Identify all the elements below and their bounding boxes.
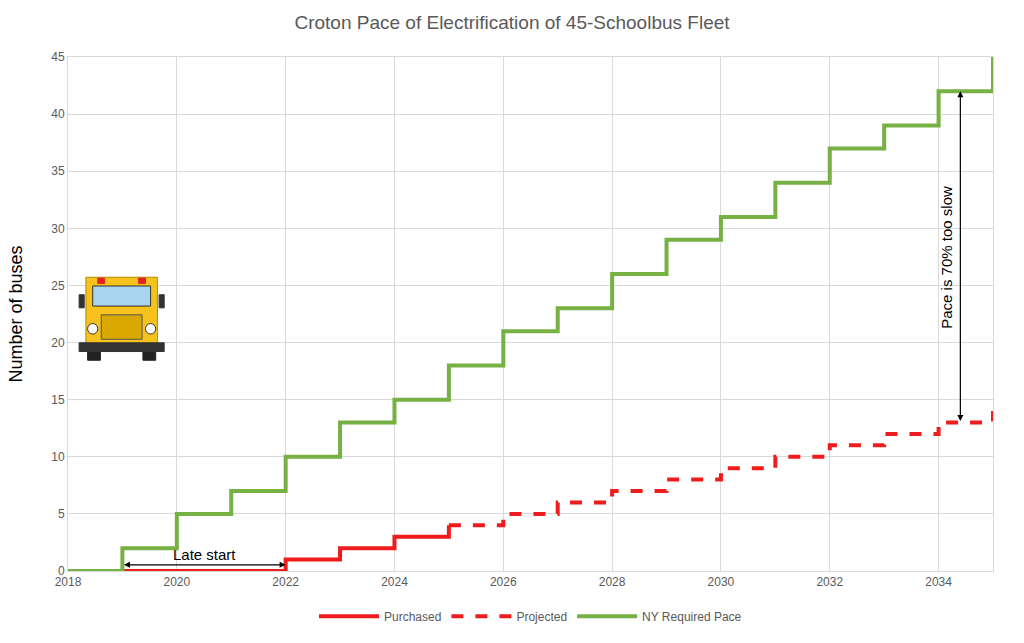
svg-text:2020: 2020 bbox=[163, 575, 190, 589]
svg-text:10: 10 bbox=[51, 450, 65, 464]
svg-text:2026: 2026 bbox=[490, 575, 517, 589]
svg-text:Pace is 70% too slow: Pace is 70% too slow bbox=[938, 186, 955, 329]
svg-text:Projected: Projected bbox=[516, 610, 567, 624]
svg-text:20: 20 bbox=[51, 336, 65, 350]
svg-text:25: 25 bbox=[51, 279, 65, 293]
svg-text:2030: 2030 bbox=[708, 575, 735, 589]
svg-text:Late start: Late start bbox=[173, 546, 236, 563]
svg-text:Croton Pace of Electrification: Croton Pace of Electrification of 45-Sch… bbox=[294, 12, 730, 33]
svg-text:Number of buses: Number of buses bbox=[6, 245, 26, 382]
svg-text:45: 45 bbox=[51, 50, 65, 64]
svg-text:2032: 2032 bbox=[816, 575, 843, 589]
svg-text:40: 40 bbox=[51, 107, 65, 121]
svg-text:0: 0 bbox=[58, 564, 65, 578]
svg-text:15: 15 bbox=[51, 393, 65, 407]
svg-text:NY Required Pace: NY Required Pace bbox=[642, 610, 741, 624]
svg-text:2022: 2022 bbox=[272, 575, 299, 589]
svg-text:5: 5 bbox=[58, 507, 65, 521]
svg-text:35: 35 bbox=[51, 164, 65, 178]
svg-text:30: 30 bbox=[51, 222, 65, 236]
svg-text:2028: 2028 bbox=[599, 575, 626, 589]
svg-text:2024: 2024 bbox=[381, 575, 408, 589]
svg-text:Purchased: Purchased bbox=[384, 610, 441, 624]
svg-text:2034: 2034 bbox=[925, 575, 952, 589]
svg-text:2018: 2018 bbox=[55, 575, 82, 589]
